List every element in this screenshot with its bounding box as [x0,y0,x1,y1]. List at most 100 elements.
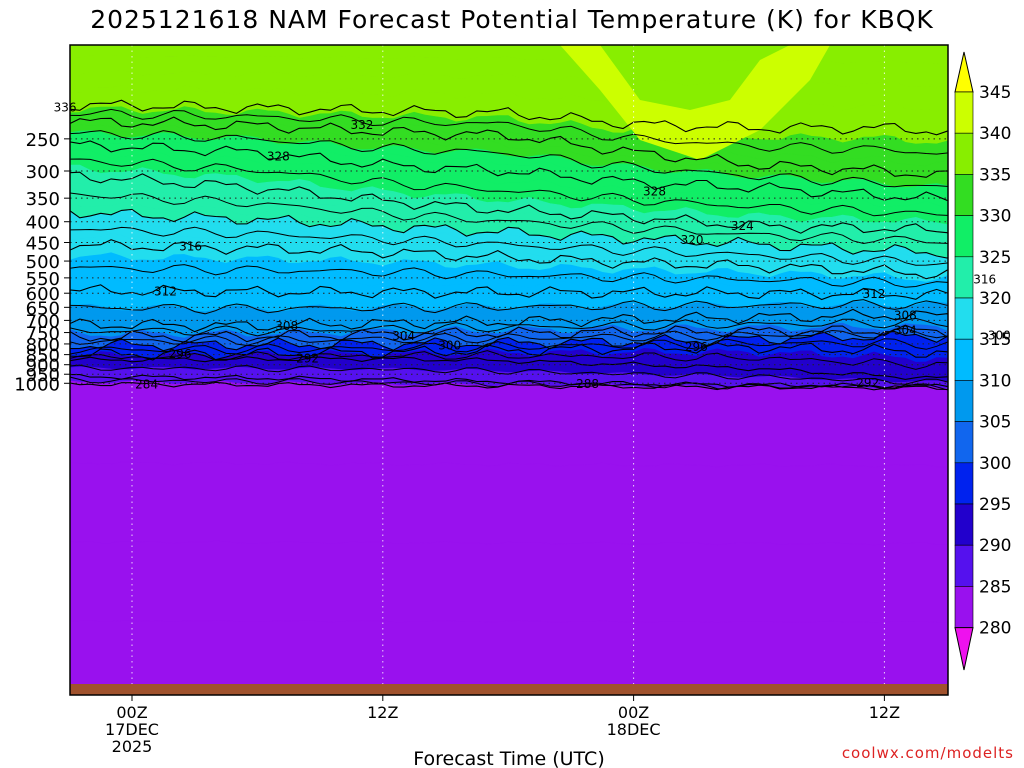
contour-label-308: 308 [275,319,298,333]
ground-band [70,684,948,695]
colorbar-swatch [954,297,974,340]
y-tick-label: 600 [26,284,60,305]
y-tick-label: 900 [26,356,60,377]
isentrope-324 [70,171,948,234]
isentrope-330 [70,130,948,188]
contour-label-text: 300 [988,329,1011,343]
isentrope-306 [70,317,948,337]
contour-label-300: 300 [988,329,1011,343]
isentrope-334 [70,108,948,155]
y-tick-label: 750 [26,324,60,345]
isentrope-302 [70,327,948,347]
contour-label-332: 332 [350,118,373,132]
y-tick-label: 500 [26,252,60,273]
contour-label-text: 292 [856,376,879,390]
y-tick-label: 800 [26,335,60,356]
contour-label-text: 328 [643,184,666,198]
colorbar-swatch [954,174,974,216]
plot-frame [69,44,949,696]
colorbar-swatch [954,132,974,175]
colorbar-swatch [954,421,974,464]
colorbar-label: 315 [979,330,1011,350]
x-tick-label: 2025 [112,737,153,756]
y-tick-label: 950 [26,365,60,386]
colorbar-swatch [954,338,974,381]
contour-label-284: 284 [135,378,158,392]
colorbar-label: 290 [979,536,1011,556]
colorbar-label: 335 [979,165,1011,185]
colorbar-swatch [954,256,974,299]
x-tick-label: 00Z [618,703,649,722]
contour-label-308: 308 [894,308,917,322]
colorbar-swatch [954,91,974,134]
contour-label-text: 304 [894,324,917,338]
contour-label-312: 312 [154,285,177,299]
x-axis-label: Forecast Time (UTC) [413,748,604,768]
contour-label-text: 336 [54,100,77,114]
isentrope-326 [70,158,948,217]
contour-label-text: 296 [685,340,708,354]
isentrope-314 [70,264,948,288]
colorbar-label: 340 [979,124,1011,144]
x-tick-label: 12Z [869,703,900,722]
contour-label-312: 312 [862,287,885,301]
isentrope-308 [70,308,948,333]
y-tick-label: 450 [26,233,60,254]
contour-label-text: 324 [731,219,754,233]
contour-label-text: 288 [576,377,599,391]
contour-label-292: 292 [856,376,879,390]
contour-label-296: 296 [169,347,192,361]
colorbar-label: 280 [979,619,1011,639]
contour-labels: 3363363323323283283283243243243203203203… [54,100,1011,392]
isentrope-332 [70,116,948,178]
isentrope-298 [70,338,948,355]
contour-label-text: 328 [267,149,290,163]
colorbar-cap-top [954,51,974,93]
isentrope-294 [70,350,948,370]
colorbar-label: 305 [979,413,1011,433]
credit-text: coolwx.com/modelts [842,744,1014,762]
contour-label-text: 308 [894,308,917,322]
isentrope-304 [70,324,948,343]
contour-label-text: 312 [154,285,177,299]
y-tick-label: 1000 [14,374,60,395]
colorbar-label: 325 [979,248,1011,268]
chart-title: 2025121618 NAM Forecast Potential Temper… [90,5,934,34]
plot-area: 3363363323323283283283243243243203203203… [54,44,1011,696]
x-tick-label: 12Z [367,703,398,722]
colorbar-swatch [954,462,974,505]
y-tick-label: 650 [26,298,60,319]
x-tick-label: 00Z [116,703,147,722]
contour-label-text: 292 [296,352,319,366]
contour-label-324: 324 [731,219,754,233]
contour-label-text: 296 [169,347,192,361]
contour-label-316: 316 [973,272,996,286]
contour-label-288: 288 [576,377,599,391]
warm-pocket-top [560,45,830,160]
x-tick-label: 17DEC [105,720,159,739]
theta-band-284 [70,381,948,468]
contour-label-296: 296 [685,340,708,354]
x-tick-label: 18DEC [607,720,661,739]
contour-label-text: 320 [681,233,704,247]
colorbar-label: 285 [979,577,1011,597]
colorbar-swatch [954,380,974,422]
contour-label-300: 300 [438,338,461,352]
contour-label-304: 304 [894,324,917,338]
y-axis: 250 300 350 4004505005506006507007508008509… [14,130,70,395]
colorbar-label: 310 [979,371,1011,391]
contour-label-text: 300 [438,338,461,352]
y-tick-label: 250 [26,130,60,151]
isentrope-318 [70,226,948,266]
contour-label-text: 316 [179,239,202,253]
y-tick-label: 700 [26,311,60,332]
theta-band-283 [70,461,948,546]
colorbar-swatch [954,586,974,628]
y-tick-label: 400 [26,213,60,234]
colorbar-swatch [954,503,974,546]
colorbar-label: 330 [979,207,1011,227]
contour-label-text: 332 [350,118,373,132]
isentrope-286 [70,376,948,391]
contour-label-336: 336 [54,100,77,114]
